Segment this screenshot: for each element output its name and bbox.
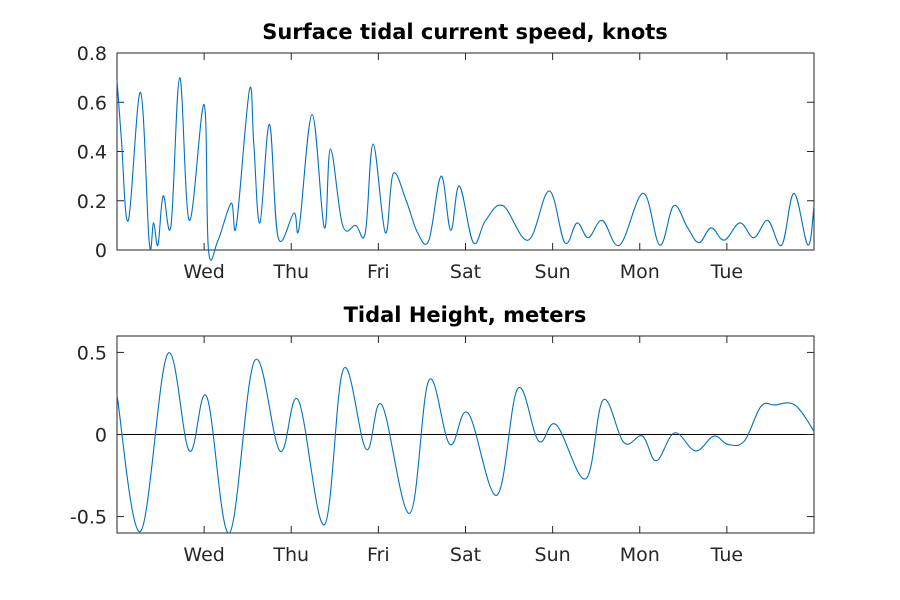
current-speed-x-tick-label: Wed [183, 261, 224, 283]
tidal-height-x-tick-label: Mon [620, 544, 660, 566]
current-speed-x-tick-label: Fri [367, 261, 390, 283]
current-speed-title: Surface tidal current speed, knots [262, 20, 668, 44]
tidal-height-y-tick-label: -0.5 [70, 507, 107, 529]
current-speed-x-ticks: Wed Thu Fri Sat Sun Mon Tue [183, 53, 743, 283]
current-speed-x-tick-label: Sun [535, 261, 571, 283]
tidal-height-x-tick-label: Tue [710, 544, 743, 566]
current-speed-y-ticks: 0 0.2 0.4 0.6 0.8 [77, 43, 814, 262]
tidal-height-line [116, 352, 815, 534]
tidal-height-x-ticks: Wed Thu Fri Sat Sun Mon Tue [183, 336, 743, 566]
current-speed-line [116, 77, 815, 261]
tidal-height-x-tick-label: Fri [367, 544, 390, 566]
current-speed-y-tick-label: 0.6 [77, 92, 107, 114]
current-speed-y-tick-label: 0 [95, 240, 107, 262]
tidal-height-y-tick-label: 0 [95, 425, 107, 447]
current-speed-axes [116, 52, 815, 251]
tidal-height-y-ticks: -0.5 0 0.5 [70, 342, 814, 529]
current-speed-x-tick-label: Thu [272, 261, 309, 283]
current-speed-y-tick-label: 0.8 [77, 43, 107, 65]
tidal-height-panel: Tidal Height, meters Wed Thu Fri Sat Sun Mon T… [70, 303, 815, 566]
tidal-height-x-tick-label: Thu [272, 544, 309, 566]
tidal-height-x-tick-label: Sat [450, 544, 481, 566]
tidal-height-x-tick-label: Wed [183, 544, 224, 566]
current-speed-y-tick-label: 0.4 [77, 142, 107, 164]
current-speed-x-tick-label: Tue [710, 261, 743, 283]
current-speed-x-tick-label: Mon [620, 261, 660, 283]
current-speed-x-tick-label: Sat [450, 261, 481, 283]
current-speed-panel: Surface tidal current speed, knots Wed Th… [77, 20, 815, 283]
current-speed-y-tick-label: 0.2 [77, 191, 107, 213]
tidal-height-y-tick-label: 0.5 [77, 342, 107, 364]
tidal-height-x-tick-label: Sun [535, 544, 571, 566]
tidal-height-title: Tidal Height, meters [344, 303, 587, 327]
